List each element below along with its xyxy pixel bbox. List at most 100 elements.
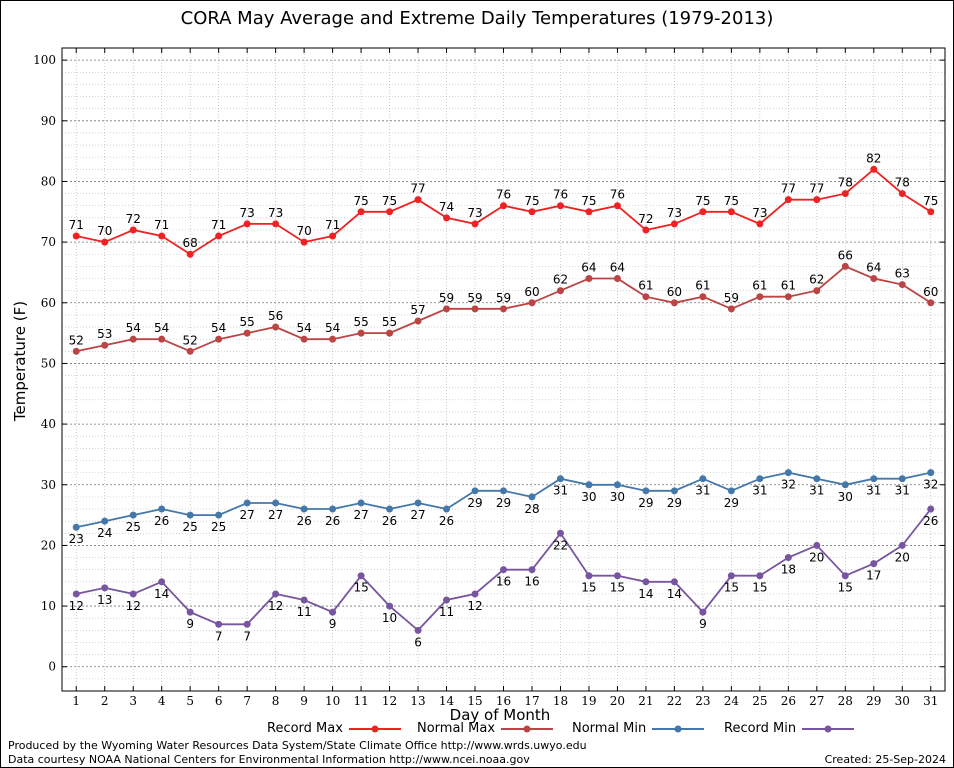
data-label-normal-max: 55 [240, 315, 255, 329]
data-label-normal-min: 27 [268, 508, 283, 522]
data-point-record-min [727, 572, 735, 580]
data-label-record-min: 16 [496, 575, 511, 589]
x-tick-label: 12 [382, 694, 397, 708]
data-label-record-max: 78 [838, 176, 853, 190]
data-label-record-min: 12 [268, 599, 283, 613]
data-point-normal-min [215, 511, 223, 519]
x-tick-label: 31 [923, 694, 938, 708]
data-label-record-min: 16 [524, 575, 539, 589]
data-label-record-max: 78 [895, 176, 910, 190]
data-point-normal-max [272, 323, 280, 331]
data-label-record-min: 15 [581, 581, 596, 595]
data-label-normal-min: 27 [240, 508, 255, 522]
data-point-normal-max [443, 305, 451, 313]
data-point-record-min [272, 590, 280, 598]
data-label-record-min: 11 [296, 605, 311, 619]
x-tick-label: 6 [215, 694, 223, 708]
data-point-record-min [72, 590, 80, 598]
data-label-normal-min: 29 [667, 496, 682, 510]
y-tick-label: 80 [41, 174, 56, 188]
data-label-normal-min: 28 [524, 502, 539, 516]
data-point-normal-min [870, 475, 878, 483]
x-tick-label: 18 [553, 694, 568, 708]
data-label-record-max: 76 [496, 188, 511, 202]
data-label-normal-min: 29 [638, 496, 653, 510]
data-point-record-min [556, 529, 564, 537]
x-tick-label: 20 [610, 694, 625, 708]
data-point-record-max [215, 232, 223, 240]
data-point-record-min [585, 572, 593, 580]
x-tick-label: 29 [866, 694, 881, 708]
y-tick-label: 50 [41, 356, 56, 370]
x-tick-label: 1 [72, 694, 80, 708]
data-label-normal-max: 61 [638, 279, 653, 293]
data-label-normal-max: 64 [866, 261, 881, 275]
data-label-record-max: 70 [296, 224, 311, 238]
data-label-record-max: 71 [154, 218, 169, 232]
x-tick-label: 11 [353, 694, 368, 708]
data-label-normal-min: 27 [410, 508, 425, 522]
x-tick-label: 23 [695, 694, 710, 708]
data-label-record-min: 20 [895, 550, 910, 564]
data-label-normal-min: 31 [695, 484, 710, 498]
x-tick-label: 16 [496, 694, 511, 708]
data-point-normal-min [841, 481, 849, 489]
y-tick-label: 60 [41, 296, 56, 310]
data-label-record-max: 75 [353, 194, 368, 208]
data-label-record-min: 9 [699, 617, 707, 631]
data-point-record-min [357, 572, 365, 580]
data-point-normal-max [215, 335, 223, 343]
data-label-normal-max: 59 [724, 291, 739, 305]
data-label-normal-max: 54 [211, 321, 226, 335]
data-point-record-min [670, 578, 678, 586]
data-point-record-min [158, 578, 166, 586]
data-point-record-min [927, 505, 935, 513]
data-label-normal-max: 54 [296, 321, 311, 335]
data-point-record-min [784, 554, 792, 562]
data-point-record-max [585, 208, 593, 216]
data-label-normal-min: 32 [781, 478, 796, 492]
data-point-normal-max [556, 287, 564, 295]
legend-swatch [652, 725, 705, 732]
footer-data-courtesy: Data courtesy NOAA National Centers for … [8, 753, 530, 766]
data-point-normal-min [898, 475, 906, 483]
data-label-normal-max: 56 [268, 309, 283, 323]
data-label-normal-min: 26 [296, 514, 311, 528]
data-point-record-max [670, 220, 678, 228]
data-point-normal-min [699, 475, 707, 483]
data-label-normal-min: 25 [126, 520, 141, 534]
data-label-record-min: 12 [69, 599, 84, 613]
data-label-normal-max: 66 [838, 248, 853, 262]
x-tick-label: 28 [838, 694, 853, 708]
data-point-normal-min [329, 505, 337, 513]
data-label-record-min: 12 [126, 599, 141, 613]
x-tick-label: 17 [524, 694, 539, 708]
data-label-record-max: 73 [667, 206, 682, 220]
data-point-record-max [699, 208, 707, 216]
data-point-normal-max [101, 341, 109, 349]
data-point-normal-max [642, 293, 650, 301]
data-point-record-min [898, 541, 906, 549]
y-tick-label: 20 [41, 538, 56, 552]
data-point-record-min [300, 596, 308, 604]
data-point-record-min [386, 602, 394, 610]
x-tick-label: 15 [467, 694, 482, 708]
data-label-normal-max: 61 [695, 279, 710, 293]
data-point-record-max [272, 220, 280, 228]
y-tick-label: 70 [41, 235, 56, 249]
data-label-normal-min: 32 [923, 478, 938, 492]
data-label-record-max: 71 [211, 218, 226, 232]
data-point-record-max [72, 232, 80, 240]
data-point-record-max [414, 196, 422, 204]
data-point-record-min [186, 608, 194, 616]
data-label-record-max: 75 [724, 194, 739, 208]
data-label-record-max: 82 [866, 151, 881, 165]
y-tick-label: 30 [41, 478, 56, 492]
data-label-normal-min: 24 [97, 526, 112, 540]
x-tick-label: 27 [809, 694, 824, 708]
data-point-record-min [528, 566, 536, 574]
data-label-record-min: 14 [154, 587, 169, 601]
y-tick-label: 40 [41, 417, 56, 431]
data-label-record-max: 73 [467, 206, 482, 220]
data-point-normal-min [443, 505, 451, 513]
